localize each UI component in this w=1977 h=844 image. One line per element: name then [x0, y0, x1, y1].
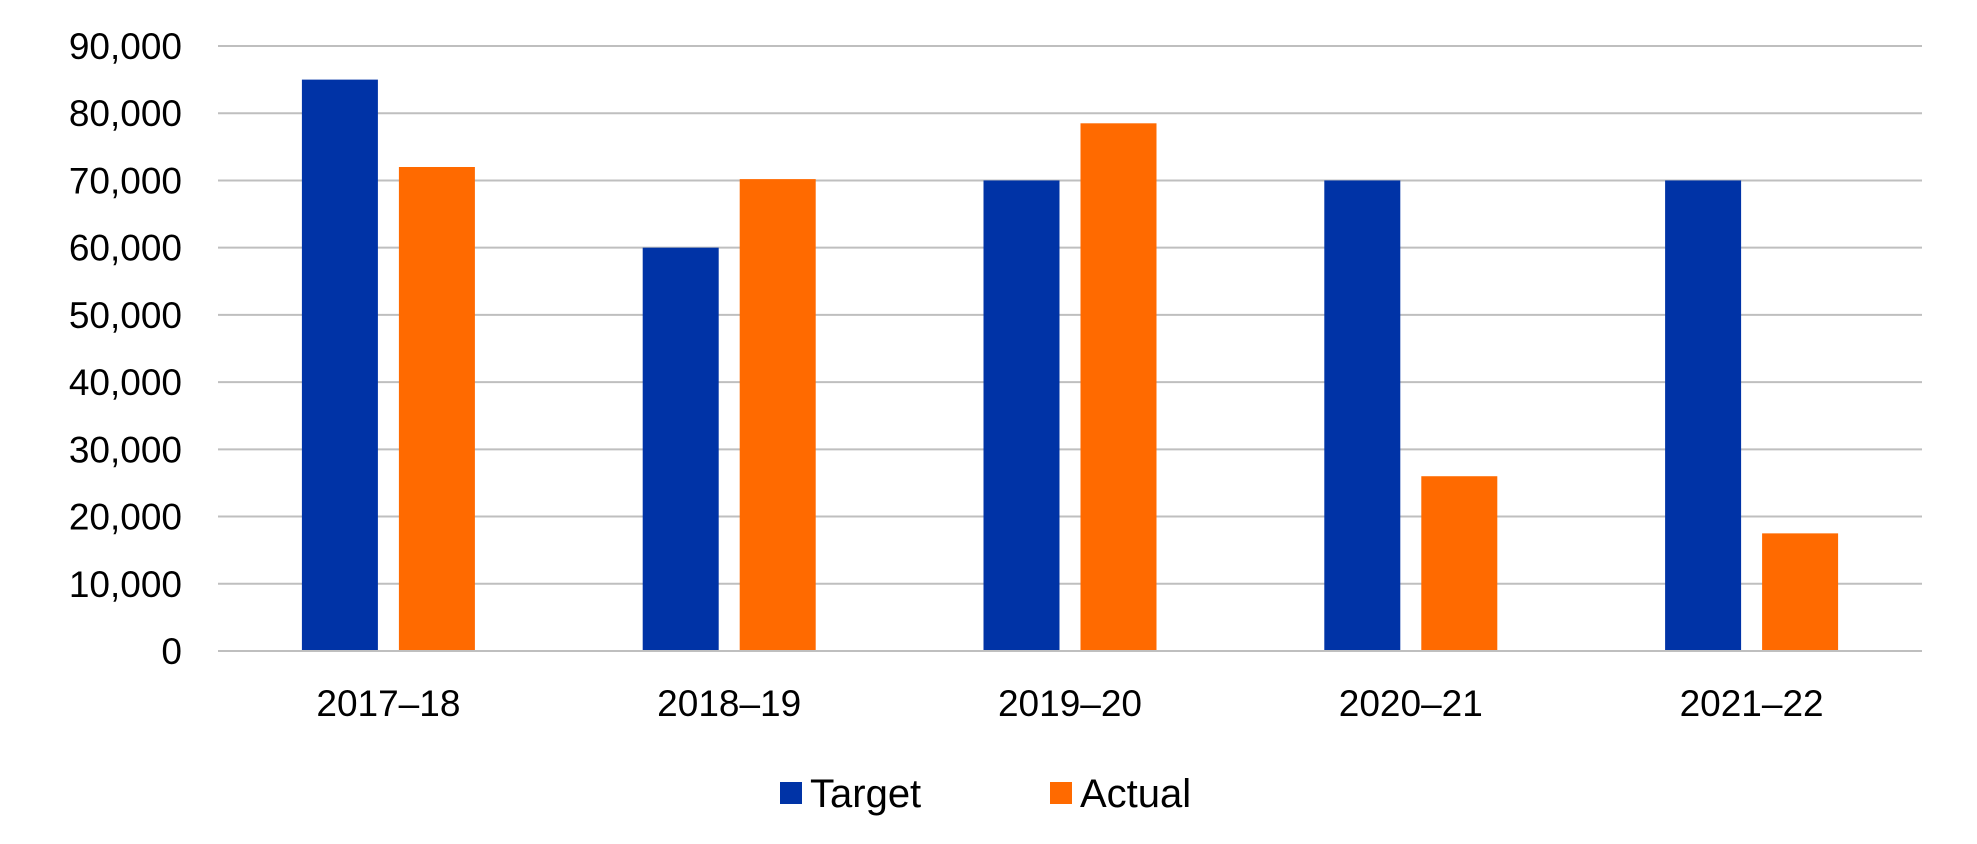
- y-tick-label: 50,000: [69, 295, 182, 336]
- y-tick-label: 0: [161, 631, 182, 672]
- bar-target-3: [1324, 180, 1401, 651]
- x-tick-label: 2018–19: [657, 683, 801, 724]
- y-tick-label: 10,000: [69, 564, 182, 605]
- bar-target-1: [642, 247, 719, 651]
- x-tick-label: 2019–20: [998, 683, 1142, 724]
- y-tick-label: 30,000: [69, 429, 182, 470]
- bar-actual-1: [739, 179, 816, 651]
- legend-label-target: Target: [810, 772, 921, 816]
- x-axis: 2017–18 2018–19 2019–20 2020–21 2021–22: [218, 650, 1922, 724]
- legend-swatch-target: [780, 782, 802, 804]
- y-axis: 0 10,000 20,000 30,000 40,000 50,000 60,000 70,…: [69, 26, 182, 672]
- x-tick-label: 2021–22: [1680, 683, 1824, 724]
- bar-actual-0: [398, 167, 475, 651]
- x-tick-label: 2017–18: [316, 683, 460, 724]
- gridlines: [218, 45, 1922, 585]
- bar-actual-2: [1080, 123, 1157, 652]
- y-tick-label: 20,000: [69, 497, 182, 538]
- y-tick-label: 60,000: [69, 228, 182, 269]
- bars: [301, 79, 1839, 652]
- x-tick-label: 2020–21: [1339, 683, 1483, 724]
- legend-swatch-actual: [1050, 782, 1072, 804]
- y-tick-label: 90,000: [69, 26, 182, 67]
- legend: Target Actual: [780, 772, 1191, 816]
- bar-target-4: [1665, 180, 1742, 651]
- bar-target-2: [983, 180, 1060, 651]
- bar-target-0: [301, 79, 378, 652]
- bar-actual-3: [1421, 476, 1498, 651]
- bar-actual-4: [1762, 533, 1839, 651]
- y-tick-label: 40,000: [69, 362, 182, 403]
- y-tick-label: 80,000: [69, 93, 182, 134]
- legend-label-actual: Actual: [1080, 772, 1191, 816]
- y-tick-label: 70,000: [69, 160, 182, 201]
